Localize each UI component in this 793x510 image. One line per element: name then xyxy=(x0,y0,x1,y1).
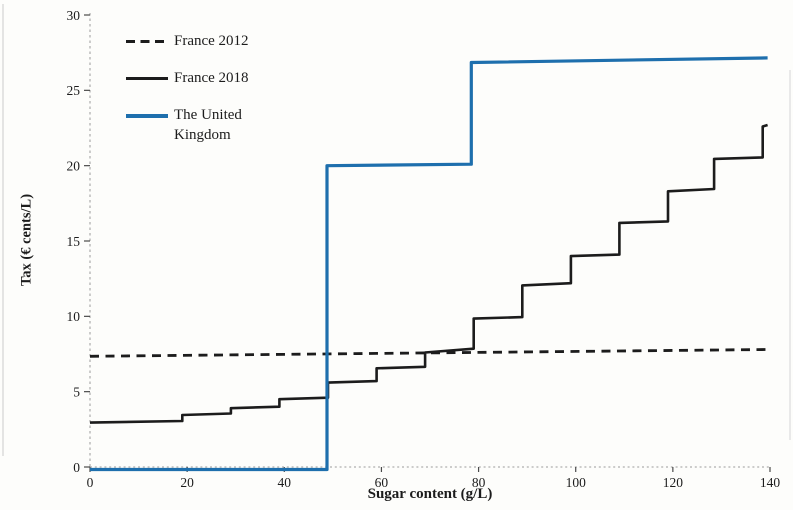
x-tick-label: 120 xyxy=(663,475,684,490)
legend-line-sample-france-2012 xyxy=(126,40,168,43)
y-tick-label: 20 xyxy=(67,158,81,173)
legend-label-the-united-kingdom: The United Kingdom xyxy=(174,107,242,143)
legend-line-sample-france-2018 xyxy=(126,77,168,80)
legend-line-sample-the-united-kingdom xyxy=(126,114,168,118)
y-tick-label: 30 xyxy=(67,8,81,23)
x-tick-label: 100 xyxy=(566,475,587,490)
y-axis-title: Tax (€ cents/L) xyxy=(18,193,35,287)
scan-artifact-left-edge xyxy=(2,4,4,456)
legend-label-france-2018: France 2018 xyxy=(174,70,249,86)
x-tick-label: 40 xyxy=(278,475,292,490)
x-tick-label: 140 xyxy=(760,475,781,490)
x-axis-title: Sugar content (g/L) xyxy=(367,486,493,502)
legend-item-france-2012: France 2012 xyxy=(126,31,270,51)
y-tick-label: 25 xyxy=(67,83,81,98)
series-line-france-2012 xyxy=(89,348,768,358)
y-tick-label: 0 xyxy=(73,460,80,475)
x-tick-label: 0 xyxy=(87,475,94,490)
x-tick-label: 20 xyxy=(180,475,194,490)
series-line-france-2018 xyxy=(89,123,768,424)
scan-artifact-right-edge xyxy=(789,70,791,440)
x-tick-label: 60 xyxy=(375,475,389,490)
y-tick-label: 5 xyxy=(73,384,80,399)
series-line-the-united-kingdom xyxy=(90,56,768,472)
legend-label-france-2012: France 2012 xyxy=(174,33,249,49)
chart-legend: France 2012 France 2018 The United Kingdom xyxy=(126,31,270,162)
legend-item-france-2018: France 2018 xyxy=(126,68,270,88)
x-tick-label: 80 xyxy=(472,475,486,490)
y-tick-label: 10 xyxy=(67,309,81,324)
y-tick-label: 15 xyxy=(67,234,81,249)
legend-item-the-united-kingdom: The United Kingdom xyxy=(126,105,270,145)
